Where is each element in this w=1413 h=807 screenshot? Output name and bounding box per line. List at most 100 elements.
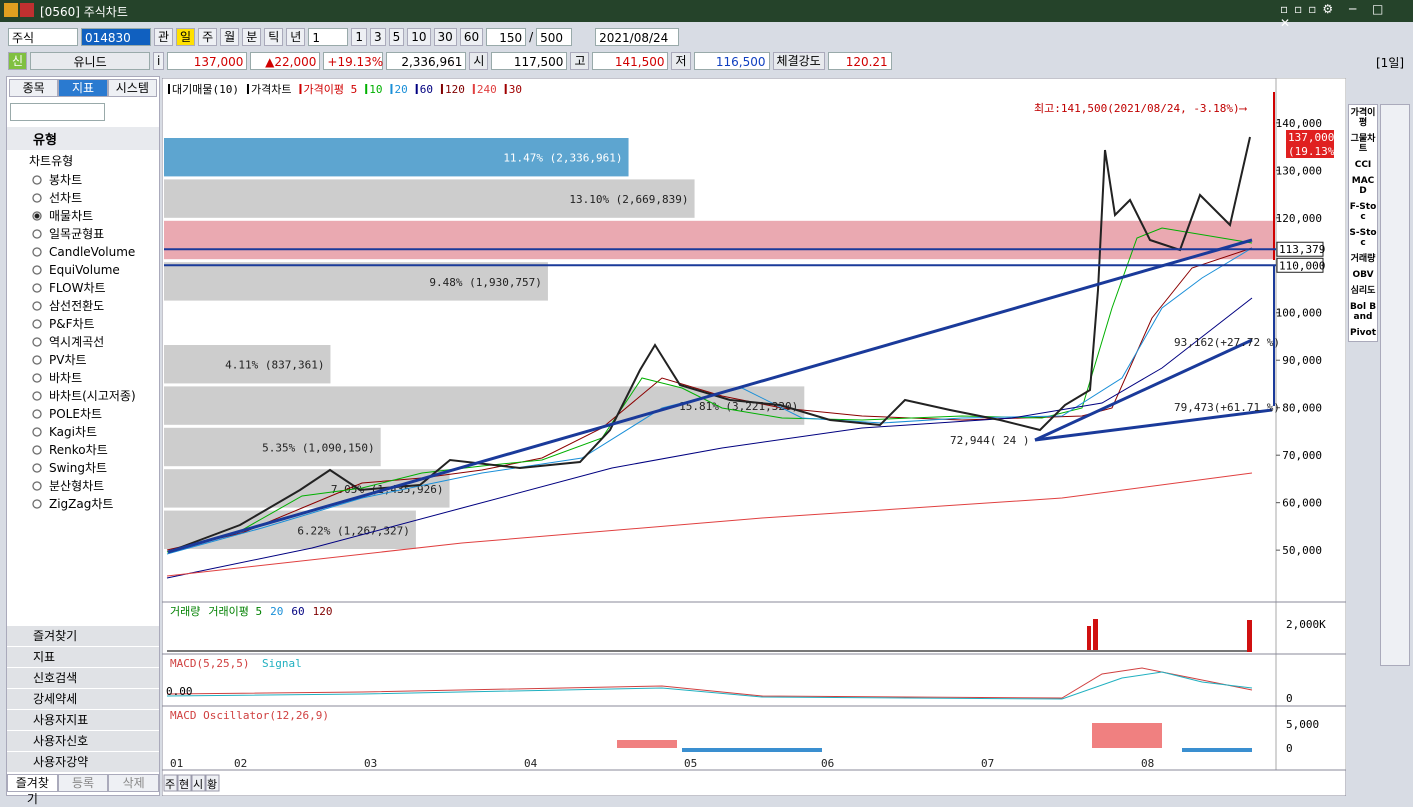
- chart-type-radio[interactable]: EquiVolume: [7, 261, 159, 279]
- chart-type-radio[interactable]: 역시계곡선: [7, 333, 159, 351]
- indicator-button[interactable]: Pivot: [1349, 328, 1377, 338]
- chart-type-radio[interactable]: 선차트: [7, 189, 159, 207]
- volume-legend: 20: [270, 605, 283, 618]
- help-icon[interactable]: [20, 3, 34, 17]
- indicator-button[interactable]: Bol Band: [1349, 302, 1377, 322]
- chart-type-radio[interactable]: Swing차트: [7, 459, 159, 477]
- title-bar: [0560] 주식차트 ▫▫▫⚙ ─ □ ✕: [0, 0, 1413, 30]
- legend-label: 20: [394, 83, 407, 96]
- x-label: 07: [981, 757, 994, 770]
- total-input[interactable]: 500: [536, 28, 573, 46]
- folder[interactable]: 신호검색: [7, 667, 159, 688]
- folder[interactable]: 사용자신호: [7, 730, 159, 751]
- folder[interactable]: 사용자지표: [7, 709, 159, 730]
- y-tick-label: 130,000: [1276, 164, 1322, 177]
- chart-type-radio[interactable]: 매물차트: [7, 207, 159, 225]
- chart-type-radio[interactable]: PV차트: [7, 351, 159, 369]
- pane-tab-label: 시: [193, 778, 203, 791]
- chart-type-radio[interactable]: 바차트: [7, 369, 159, 387]
- level-label: 113,379: [1279, 243, 1325, 256]
- quick-button[interactable]: 10: [407, 28, 431, 46]
- market-select[interactable]: 주식: [8, 28, 78, 46]
- window-buttons[interactable]: ▫▫▫⚙ ─ □ ✕: [1280, 2, 1390, 30]
- folders: 즐겨찾기 지표 신호검색 강세약세 사용자지표 사용자신호 사용자강약: [7, 625, 159, 772]
- indicator-button[interactable]: 그물차트: [1350, 134, 1376, 154]
- indicator-button[interactable]: MACD: [1351, 176, 1375, 196]
- ma-line: [166, 247, 1253, 555]
- chart-type-radio[interactable]: POLE차트: [7, 405, 159, 423]
- chart-type-radio[interactable]: ZigZag차트: [7, 495, 159, 513]
- pane-tab-label: 현: [179, 778, 189, 791]
- info-button[interactable]: i: [153, 52, 165, 70]
- pane-tab: [205, 774, 220, 792]
- folder[interactable]: 사용자강약: [7, 751, 159, 772]
- chart-type-radio[interactable]: 봉차트: [7, 171, 159, 189]
- quote-price: 137,000: [167, 52, 248, 70]
- chart-type-radio[interactable]: CandleVolume: [7, 243, 159, 261]
- period-button[interactable]: 일: [176, 28, 196, 46]
- signal-line: [166, 671, 1253, 700]
- chart-type-radio[interactable]: P&F차트: [7, 315, 159, 333]
- legend-swatch: [299, 84, 302, 94]
- bottom-tab[interactable]: 삭제: [108, 774, 160, 792]
- chart-type-radio[interactable]: 바차트(시고저종): [7, 387, 159, 405]
- profile-bar: [164, 179, 695, 218]
- price-line: [167, 136, 1251, 553]
- period-button[interactable]: 틱: [264, 28, 284, 46]
- level-box: [1276, 241, 1324, 257]
- interval-select[interactable]: 1: [308, 28, 349, 46]
- period-label: [1일]: [1376, 56, 1405, 70]
- sidebar-tab[interactable]: 종목: [9, 79, 59, 97]
- indicator-button[interactable]: F-Stoc: [1349, 202, 1377, 222]
- profile-bar: [164, 220, 1274, 260]
- x-label: 04: [524, 757, 538, 770]
- period-button[interactable]: 분: [242, 28, 262, 46]
- sidebar-tab[interactable]: 시스템: [107, 79, 157, 97]
- chart-type-radio[interactable]: FLOW차트: [7, 279, 159, 297]
- volume-legend: 거래량: [170, 605, 200, 618]
- chart-type-radio[interactable]: 일목균형표: [7, 225, 159, 243]
- x-label: 08: [1141, 757, 1154, 770]
- indicator-button[interactable]: 가격이평: [1350, 108, 1376, 128]
- ma-line: [166, 297, 1253, 579]
- code-input[interactable]: 014830: [81, 28, 151, 46]
- chart-type-radio[interactable]: 분산형차트: [7, 477, 159, 495]
- quick-button[interactable]: 30: [433, 28, 457, 46]
- folder[interactable]: 지표: [7, 646, 159, 667]
- volume-tick: 2,000K: [1286, 618, 1326, 631]
- price-drawing: [166, 92, 1275, 752]
- bottom-tab[interactable]: 등록: [57, 774, 109, 792]
- ma-line: [166, 247, 1253, 551]
- profile-label: 4.11% (837,361): [225, 359, 324, 372]
- indicator-button[interactable]: 거래량: [1350, 254, 1376, 264]
- period-button[interactable]: 년: [286, 28, 306, 46]
- count-input[interactable]: 150: [486, 28, 527, 46]
- osc-neg: [682, 748, 1252, 752]
- folder[interactable]: 강세약세: [7, 688, 159, 709]
- level-label: 110,000: [1279, 259, 1325, 272]
- indicator-button[interactable]: S-Stoc: [1349, 228, 1377, 248]
- bottom-tab[interactable]: 즐겨찾기: [7, 774, 58, 806]
- indicator-button[interactable]: 심리도: [1350, 286, 1376, 296]
- chart-type-radio[interactable]: 삼선전환도: [7, 297, 159, 315]
- osc-legend: MACD Oscillator(12,26,9): [170, 709, 329, 722]
- osc-tick: 5,000: [1286, 718, 1319, 731]
- indicator-button[interactable]: CCI: [1354, 160, 1372, 170]
- quick-button[interactable]: 60: [459, 28, 484, 46]
- period-button[interactable]: 주: [198, 28, 218, 46]
- legend-label: 30: [509, 83, 522, 96]
- quick-button[interactable]: 3: [369, 28, 386, 46]
- watch-button[interactable]: 관: [154, 28, 174, 46]
- date-input[interactable]: 2021/08/24: [595, 28, 680, 46]
- period-button[interactable]: 월: [220, 28, 240, 46]
- sidebar-tab[interactable]: 지표: [58, 79, 108, 97]
- quick-button[interactable]: 1: [351, 28, 367, 46]
- folder[interactable]: 즐겨찾기: [7, 625, 159, 646]
- quick-button[interactable]: 5: [388, 28, 405, 46]
- chart-type-radio[interactable]: Renko차트: [7, 441, 159, 459]
- badge: 신: [8, 52, 28, 70]
- indicator-button[interactable]: OBV: [1352, 270, 1374, 280]
- chart-type-radio[interactable]: Kagi차트: [7, 423, 159, 441]
- annotation: 93,162(+27.72 %): [1174, 336, 1280, 349]
